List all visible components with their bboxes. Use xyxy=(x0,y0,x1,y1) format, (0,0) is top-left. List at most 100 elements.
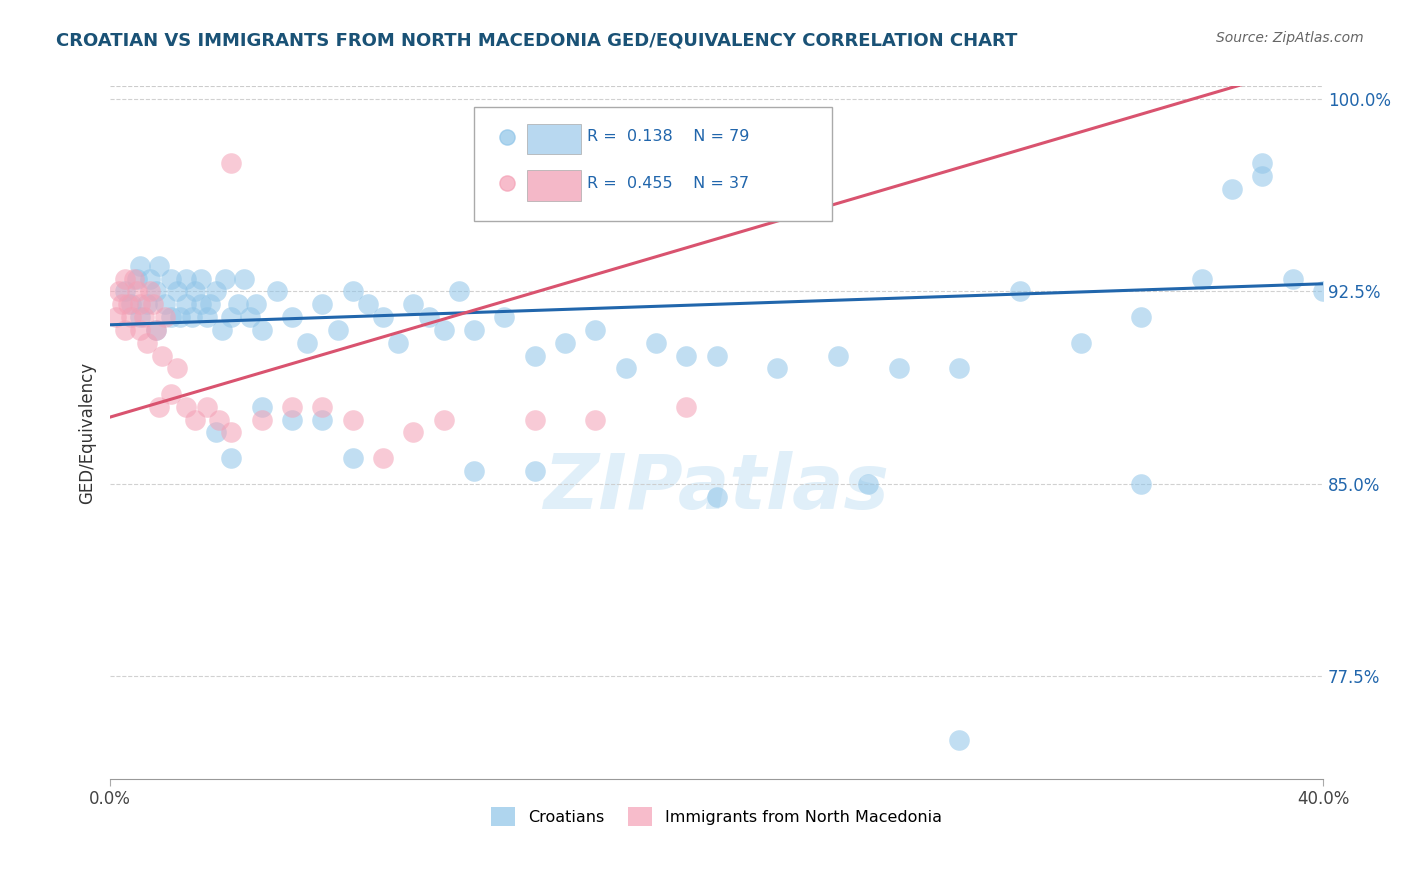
Point xyxy=(145,285,167,299)
Point xyxy=(297,335,319,350)
Point xyxy=(129,297,152,311)
Point xyxy=(281,412,304,426)
Point xyxy=(190,297,212,311)
Point xyxy=(105,310,128,324)
Point xyxy=(1191,271,1213,285)
Point xyxy=(371,451,394,466)
Point xyxy=(342,451,364,466)
Point xyxy=(463,464,485,478)
Point xyxy=(159,310,181,324)
Point xyxy=(645,335,668,350)
Point xyxy=(195,310,218,324)
Text: R =  0.455    N = 37: R = 0.455 N = 37 xyxy=(586,176,749,191)
Text: CROATIAN VS IMMIGRANTS FROM NORTH MACEDONIA GED/EQUIVALENCY CORRELATION CHART: CROATIAN VS IMMIGRANTS FROM NORTH MACEDO… xyxy=(56,31,1018,49)
Point xyxy=(153,310,176,324)
Point xyxy=(706,349,728,363)
Point xyxy=(1251,169,1274,183)
Y-axis label: GED/Equivalency: GED/Equivalency xyxy=(79,361,96,503)
Point xyxy=(463,323,485,337)
Point xyxy=(174,400,197,414)
Point xyxy=(281,400,304,414)
Point xyxy=(311,297,333,311)
Point xyxy=(120,310,142,324)
Point xyxy=(232,271,254,285)
Point xyxy=(706,490,728,504)
Point xyxy=(1130,476,1153,491)
Point xyxy=(371,310,394,324)
Point xyxy=(1312,285,1334,299)
Point xyxy=(1008,285,1031,299)
Point xyxy=(1281,271,1303,285)
Point xyxy=(114,323,136,337)
Point xyxy=(127,271,149,285)
Point xyxy=(226,297,249,311)
Point xyxy=(675,400,697,414)
Point xyxy=(138,271,160,285)
Point xyxy=(114,285,136,299)
Point xyxy=(120,297,142,311)
Point xyxy=(583,323,606,337)
Point xyxy=(111,297,134,311)
Point xyxy=(250,400,273,414)
Point xyxy=(205,285,228,299)
Point xyxy=(1130,310,1153,324)
Point xyxy=(239,310,262,324)
Point xyxy=(221,425,243,440)
Point xyxy=(402,425,425,440)
Point xyxy=(250,412,273,426)
Point xyxy=(1220,182,1243,196)
Point xyxy=(142,297,165,311)
Point xyxy=(132,310,155,324)
Point xyxy=(554,335,576,350)
FancyBboxPatch shape xyxy=(474,107,832,221)
Point xyxy=(583,412,606,426)
Point xyxy=(281,310,304,324)
Point xyxy=(129,323,152,337)
Point xyxy=(523,412,546,426)
Point xyxy=(114,271,136,285)
Point xyxy=(148,400,170,414)
Point xyxy=(174,297,197,311)
Point xyxy=(266,285,288,299)
Point xyxy=(433,323,456,337)
Point xyxy=(195,400,218,414)
Point xyxy=(221,156,243,170)
Point xyxy=(145,323,167,337)
Point xyxy=(145,323,167,337)
Point xyxy=(311,400,333,414)
Point xyxy=(342,412,364,426)
Point xyxy=(159,387,181,401)
Point xyxy=(211,323,233,337)
Point xyxy=(523,349,546,363)
Point xyxy=(387,335,409,350)
Point xyxy=(1251,156,1274,170)
Point xyxy=(948,361,970,376)
Point xyxy=(159,271,181,285)
Point xyxy=(250,323,273,337)
Point xyxy=(208,412,231,426)
Point xyxy=(523,464,546,478)
Point xyxy=(357,297,380,311)
Point xyxy=(184,412,207,426)
Point xyxy=(150,349,173,363)
Point xyxy=(326,323,349,337)
Point xyxy=(827,349,849,363)
FancyBboxPatch shape xyxy=(527,124,581,154)
Point xyxy=(148,259,170,273)
Point xyxy=(135,297,157,311)
Point xyxy=(447,285,470,299)
Text: ZIPatlas: ZIPatlas xyxy=(544,450,890,524)
Point xyxy=(127,285,149,299)
Legend: Croatians, Immigrants from North Macedonia: Croatians, Immigrants from North Macedon… xyxy=(485,801,949,833)
Point xyxy=(402,297,425,311)
FancyBboxPatch shape xyxy=(527,170,581,201)
Point xyxy=(1070,335,1092,350)
Point xyxy=(1091,279,1114,293)
Point xyxy=(675,349,697,363)
Point xyxy=(166,361,188,376)
Point xyxy=(129,310,152,324)
Point xyxy=(190,271,212,285)
Point xyxy=(342,285,364,299)
Point xyxy=(948,733,970,747)
Point xyxy=(174,271,197,285)
